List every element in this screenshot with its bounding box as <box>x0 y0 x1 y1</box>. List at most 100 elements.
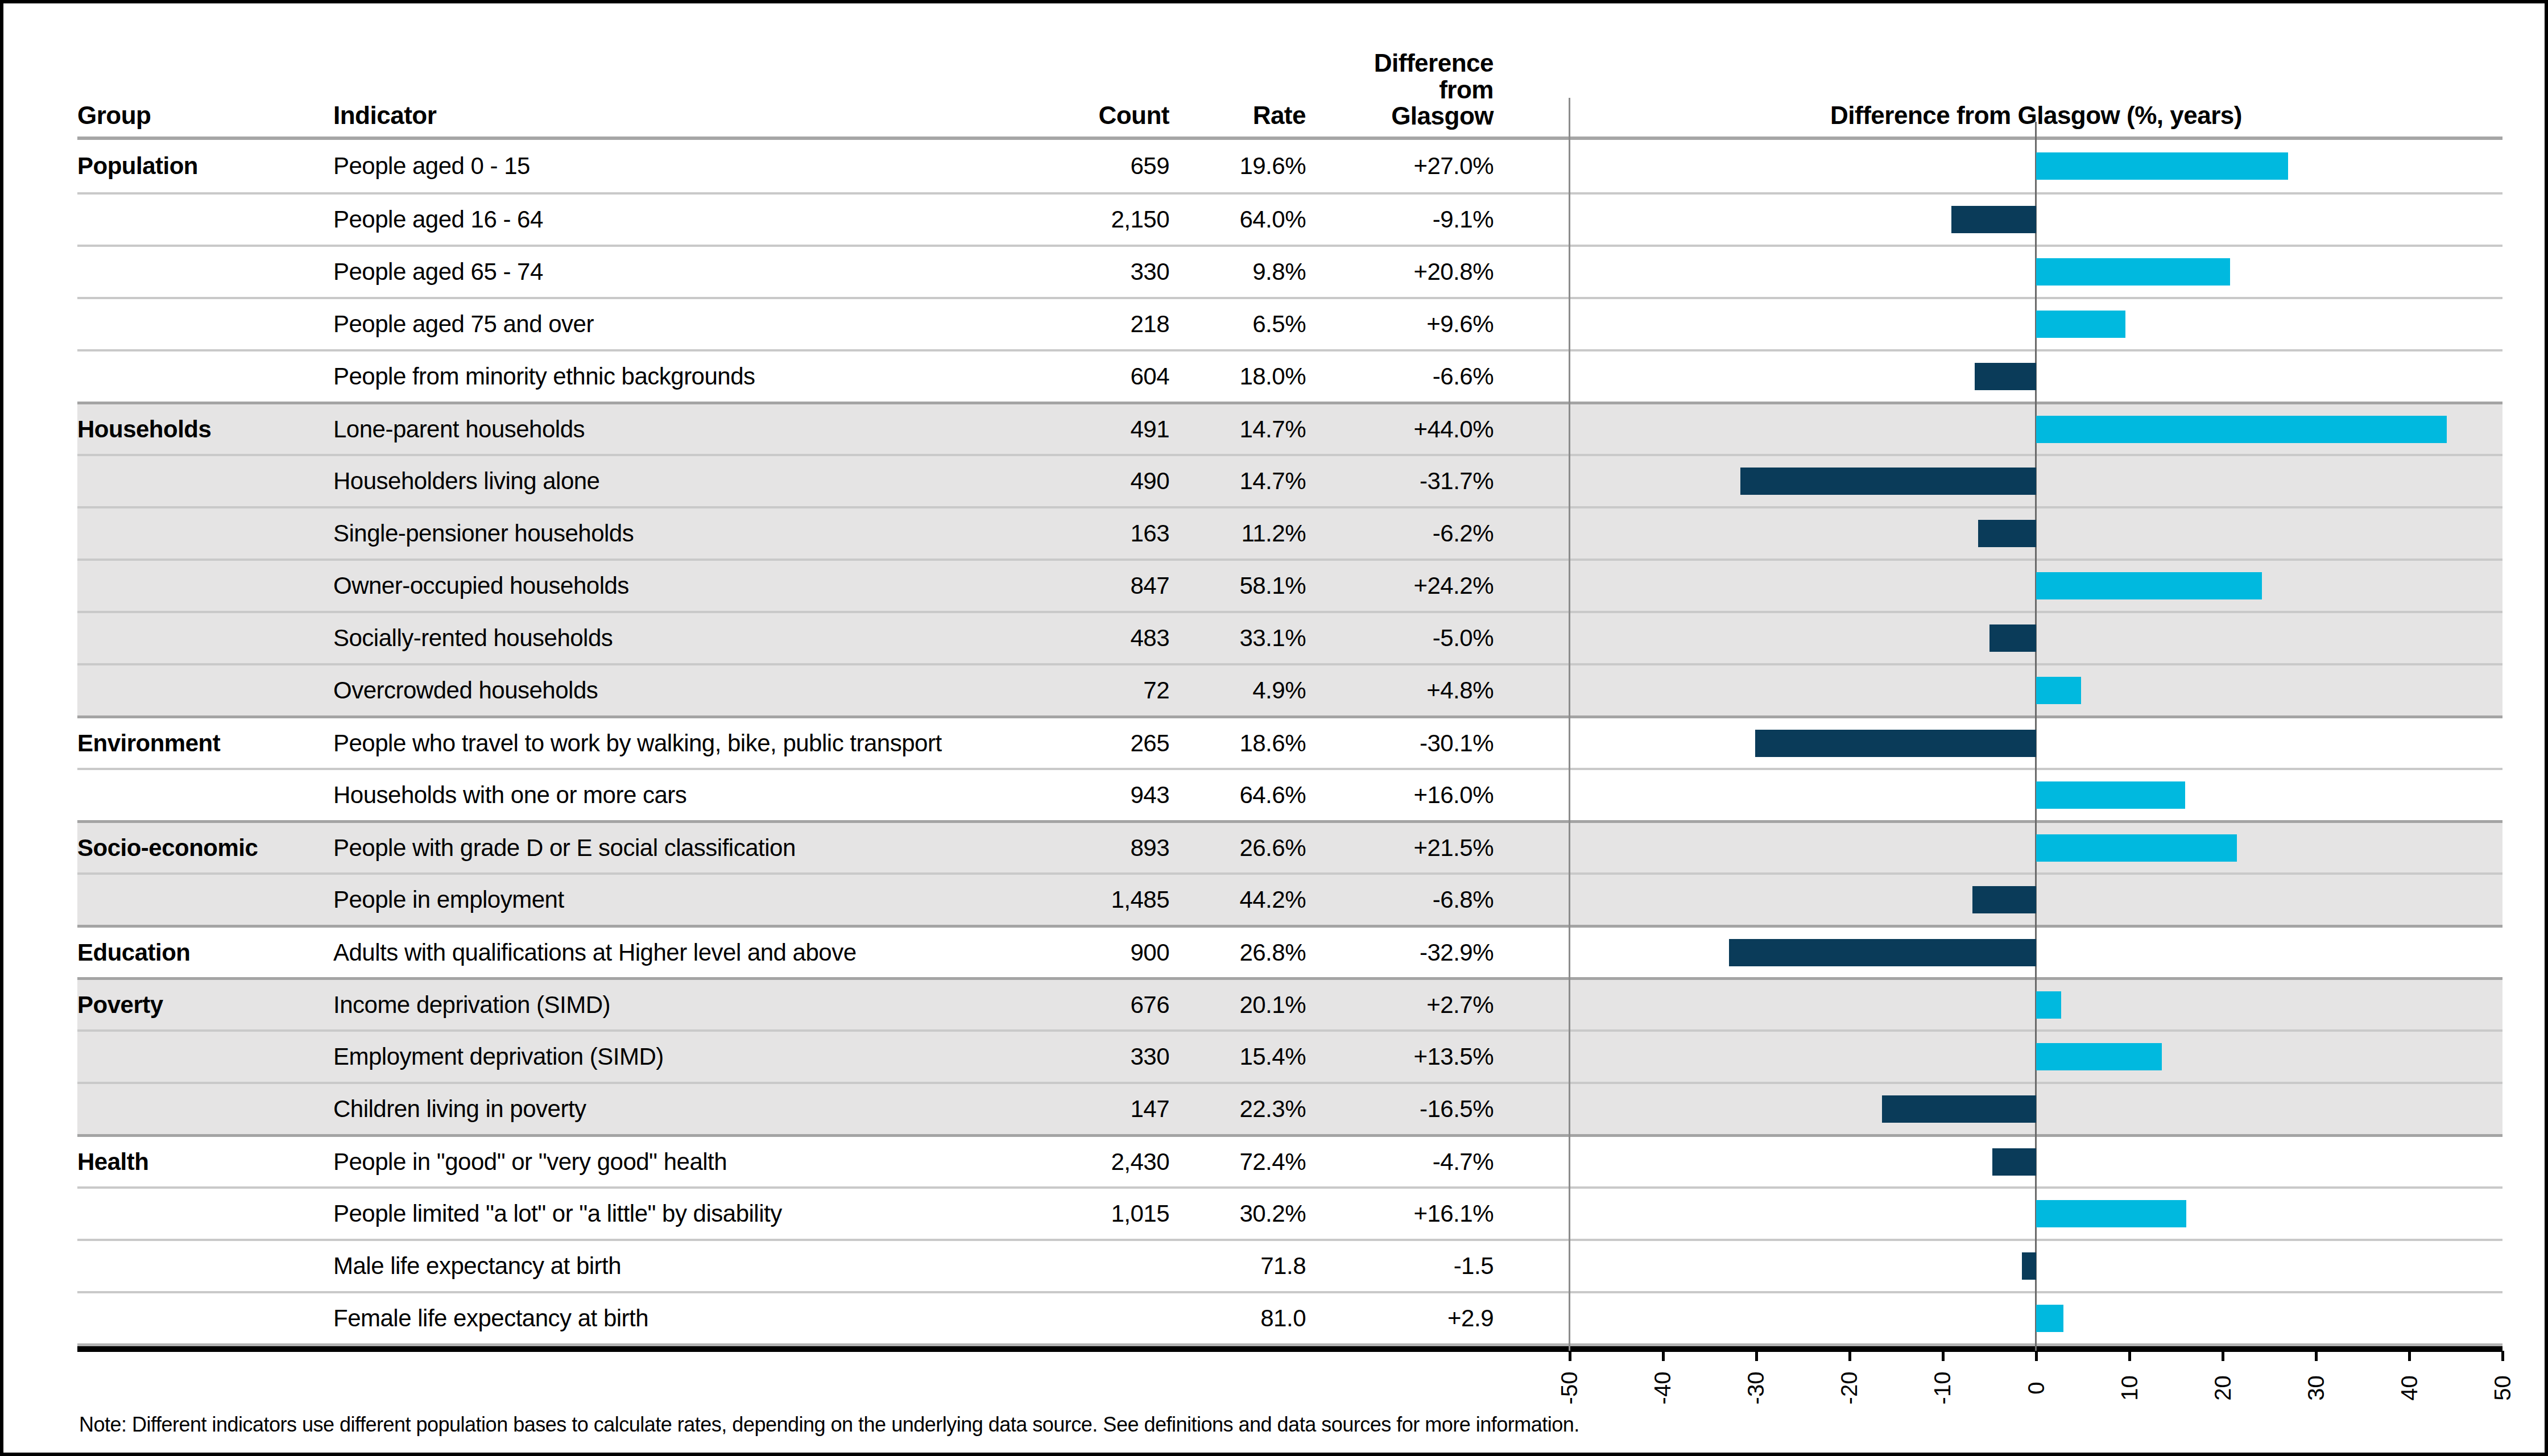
difference-cell: +27.0% <box>1306 152 1494 180</box>
difference-bar <box>1882 1095 2036 1123</box>
axis-tick-label-text: -40 <box>1651 1371 1676 1404</box>
rate-cell: 26.6% <box>1169 834 1306 862</box>
count-cell: 943 <box>1095 781 1169 809</box>
indicator-cell: Employment deprivation (SIMD) <box>333 1043 1095 1070</box>
chart-cell <box>1494 1241 2502 1291</box>
column-header-count: Count <box>1095 101 1169 130</box>
chart-cell <box>1494 404 2502 454</box>
difference-cell: -6.6% <box>1306 363 1494 390</box>
difference-cell: +4.8% <box>1306 677 1494 704</box>
difference-bar <box>1975 363 2036 390</box>
count-cell: 900 <box>1095 939 1169 966</box>
rate-cell: 58.1% <box>1169 572 1306 599</box>
rate-cell: 18.0% <box>1169 363 1306 390</box>
axis-tick-label: 10 <box>2107 1364 2152 1412</box>
table-row: People limited "a lot" or "a little" by … <box>77 1186 2502 1239</box>
axis-tick-label: 0 <box>2013 1364 2059 1412</box>
axis-tick-label: 20 <box>2200 1364 2245 1412</box>
difference-bar <box>1992 1148 2036 1176</box>
chart-cell <box>1494 247 2502 297</box>
profile-report-page: Group Indicator Count Rate Difference fr… <box>0 0 2548 1456</box>
group-cell: Households <box>77 416 333 443</box>
indicator-cell: People who travel to work by walking, bi… <box>333 730 1095 757</box>
chart-cell <box>1494 351 2502 402</box>
difference-cell: -1.5 <box>1306 1252 1494 1280</box>
chart-cell <box>1494 770 2502 820</box>
table-row: People aged 16 - 642,15064.0%-9.1% <box>77 192 2502 245</box>
difference-bar <box>2036 152 2288 180</box>
chart-cell <box>1494 561 2502 611</box>
chart-cell <box>1494 823 2502 872</box>
table-row: EducationAdults with qualifications at H… <box>77 925 2502 977</box>
axis-tick-label: 40 <box>2386 1364 2432 1412</box>
difference-cell: -16.5% <box>1306 1095 1494 1123</box>
axis-tick-label: -20 <box>1827 1364 1872 1412</box>
difference-cell: -9.1% <box>1306 206 1494 233</box>
count-cell: 491 <box>1095 416 1169 443</box>
count-cell: 847 <box>1095 572 1169 599</box>
difference-cell: +2.7% <box>1306 991 1494 1019</box>
difference-bar <box>1740 468 2036 495</box>
axis-tick <box>1569 1351 1571 1361</box>
rate-cell: 64.6% <box>1169 781 1306 809</box>
indicator-cell: Householders living alone <box>333 468 1095 495</box>
axis-tick-label-text: -30 <box>1744 1371 1769 1404</box>
indicator-cell: Single-pensioner households <box>333 520 1095 547</box>
chart-cell <box>1494 140 2502 192</box>
chart-cell <box>1494 1084 2502 1134</box>
table-row: People from minority ethnic backgrounds6… <box>77 349 2502 402</box>
table-row: Employment deprivation (SIMD)33015.4%+13… <box>77 1029 2502 1082</box>
table-row: PopulationPeople aged 0 - 1565919.6%+27.… <box>77 140 2502 192</box>
axis-tick-label: 50 <box>2480 1364 2525 1412</box>
chart-cell <box>1494 195 2502 245</box>
table-row: HealthPeople in "good" or "very good" he… <box>77 1134 2502 1186</box>
rate-cell: 18.6% <box>1169 730 1306 757</box>
difference-bar <box>1978 520 2036 547</box>
difference-bar <box>2036 834 2237 862</box>
difference-bar <box>2036 1043 2162 1070</box>
difference-bar <box>1989 624 2036 652</box>
count-cell: 604 <box>1095 363 1169 390</box>
indicator-cell: Socially-rented households <box>333 624 1095 652</box>
axis-tick <box>2222 1351 2224 1361</box>
indicator-cell: Income deprivation (SIMD) <box>333 991 1095 1019</box>
count-cell: 893 <box>1095 834 1169 862</box>
chart-cell <box>1494 665 2502 715</box>
axis-tick <box>1942 1351 1945 1361</box>
count-cell: 218 <box>1095 311 1169 338</box>
difference-cell: +16.0% <box>1306 781 1494 809</box>
table-row: People aged 65 - 743309.8%+20.8% <box>77 245 2502 297</box>
difference-cell: -6.2% <box>1306 520 1494 547</box>
rate-cell: 20.1% <box>1169 991 1306 1019</box>
difference-cell: +21.5% <box>1306 834 1494 862</box>
count-cell: 1,015 <box>1095 1200 1169 1227</box>
difference-cell: -6.8% <box>1306 886 1494 913</box>
table-row: Householders living alone49014.7%-31.7% <box>77 454 2502 506</box>
rate-cell: 33.1% <box>1169 624 1306 652</box>
axis-tick-label: -10 <box>1920 1364 1966 1412</box>
indicator-cell: Lone-parent households <box>333 416 1095 443</box>
indicator-cell: People in employment <box>333 886 1095 913</box>
column-header-indicator: Indicator <box>333 101 1095 130</box>
table-row: People in employment1,48544.2%-6.8% <box>77 872 2502 925</box>
rate-cell: 22.3% <box>1169 1095 1306 1123</box>
difference-bar <box>2036 677 2081 704</box>
indicator-cell: Overcrowded households <box>333 677 1095 704</box>
rate-cell: 9.8% <box>1169 258 1306 286</box>
count-cell: 1,485 <box>1095 886 1169 913</box>
axis-tick-label-text: 20 <box>2210 1375 2236 1401</box>
chart-cell <box>1494 1032 2502 1082</box>
rate-cell: 11.2% <box>1169 520 1306 547</box>
table-row: Households with one or more cars94364.6%… <box>77 768 2502 820</box>
axis-tick-label-text: 0 <box>2024 1381 2049 1394</box>
axis-tick-label-text: 30 <box>2303 1375 2329 1401</box>
axis-tick-label-text: 40 <box>2397 1375 2422 1401</box>
count-cell: 2,150 <box>1095 206 1169 233</box>
column-header-group: Group <box>77 101 333 130</box>
group-cell: Environment <box>77 730 333 757</box>
indicator-cell: People aged 75 and over <box>333 311 1095 338</box>
difference-bar <box>2036 1305 2063 1332</box>
axis-tick <box>1755 1351 1758 1361</box>
difference-bar <box>2022 1252 2036 1280</box>
axis-tick-label-text: -10 <box>1930 1371 1956 1404</box>
